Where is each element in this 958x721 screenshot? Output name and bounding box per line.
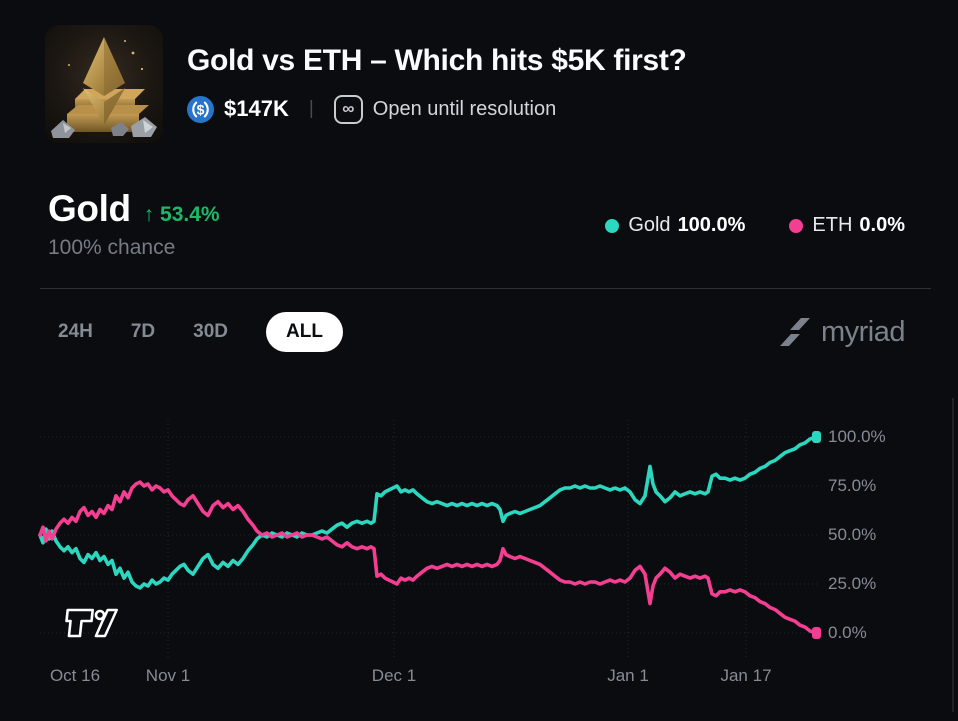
section-divider — [40, 288, 931, 289]
legend-label: ETH — [812, 214, 853, 236]
y-tick-75: 75.0% — [828, 476, 877, 495]
tradingview-logo — [65, 608, 118, 638]
y-tick-25: 25.0% — [828, 574, 877, 593]
x-tick-dec1: Dec 1 — [371, 666, 417, 685]
volume-value: $147K — [224, 96, 289, 121]
time-range-tabs: 24H 7D 30D ALL — [58, 312, 343, 352]
selected-outcome: Gold ↑ 53.4% 100% chance — [48, 188, 220, 260]
outcome-change: ↑ 53.4% — [144, 203, 220, 227]
y-tick-50: 50.0% — [828, 525, 877, 544]
outcome-name: Gold — [48, 188, 131, 229]
legend-item-eth[interactable]: ETH 0.0% — [789, 214, 905, 237]
x-tick-oct16: Oct 16 — [49, 666, 101, 685]
market-thumbnail — [45, 25, 163, 143]
y-tick-0: 0.0% — [828, 623, 867, 642]
tab-30d[interactable]: 30D — [193, 321, 229, 342]
infinity-glyph: ∞ — [342, 98, 355, 118]
status-text: Open until resolution — [372, 97, 557, 120]
page-title: Gold vs ETH – Which hits $5K first? — [187, 44, 687, 77]
x-tick-jan17: Jan 17 — [720, 666, 772, 685]
gold-eth-image — [45, 25, 163, 143]
tab-7d[interactable]: 7D — [130, 321, 156, 342]
outcome-chance: 100% chance — [48, 236, 176, 259]
legend-value: 0.0% — [859, 214, 905, 236]
probability-chart[interactable] — [0, 398, 958, 720]
x-tick-nov1: Nov 1 — [145, 666, 191, 685]
tab-24h[interactable]: 24H — [58, 321, 93, 342]
gold-dot-icon — [605, 218, 620, 233]
legend-value: 100.0% — [677, 214, 746, 236]
dollar-glyph: $ — [197, 101, 205, 117]
usdc-coin-icon: $ — [187, 95, 214, 123]
legend-label: Gold — [628, 214, 671, 236]
y-tick-100: 100.0% — [828, 427, 886, 446]
chart-legend: Gold 100.0% ETH 0.0% — [605, 214, 905, 237]
x-tick-jan1: Jan 1 — [607, 666, 649, 685]
brand-name: myriad — [820, 315, 906, 348]
up-arrow-icon: ↑ — [143, 203, 155, 226]
market-meta: $ $147K | ∞ Open until resolution — [187, 94, 687, 124]
open-until-resolution-icon: ∞ — [333, 94, 363, 124]
myriad-logo[interactable]: myriad — [778, 311, 906, 353]
legend-item-gold[interactable]: Gold 100.0% — [605, 214, 745, 237]
tab-all[interactable]: ALL — [266, 312, 343, 352]
meta-divider: | — [308, 98, 314, 119]
change-value: 53.4% — [160, 203, 220, 226]
eth-dot-icon — [789, 218, 804, 233]
myriad-bolt-icon — [779, 318, 810, 346]
